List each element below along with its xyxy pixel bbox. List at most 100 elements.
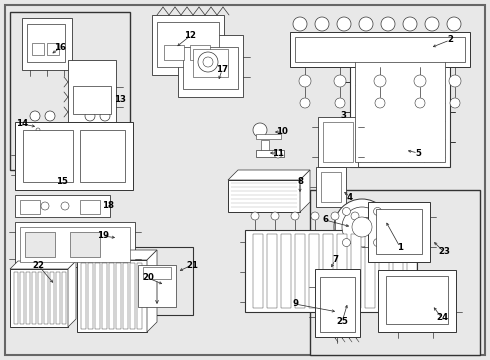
Bar (68, 60, 116, 122)
Bar (44, 272, 48, 324)
Text: 7: 7 (332, 256, 338, 265)
Bar (95, 263, 100, 329)
Circle shape (343, 207, 350, 215)
Bar (365, 234, 375, 308)
Circle shape (299, 75, 311, 87)
Polygon shape (300, 170, 310, 212)
Polygon shape (77, 250, 157, 260)
Bar (290, 32, 470, 67)
Bar (56, 272, 60, 324)
Polygon shape (10, 261, 76, 269)
Circle shape (315, 17, 329, 31)
Bar (18, 125, 33, 135)
Circle shape (251, 212, 259, 220)
Bar (22, 18, 72, 70)
Circle shape (352, 217, 372, 237)
Circle shape (381, 17, 395, 31)
Circle shape (33, 125, 43, 135)
Circle shape (373, 207, 382, 215)
Circle shape (203, 57, 213, 67)
Text: 21: 21 (186, 261, 198, 270)
Bar (47, 43, 59, 55)
Text: 9: 9 (292, 300, 298, 309)
Bar (318, 117, 358, 167)
Bar (77, 260, 147, 332)
Text: 13: 13 (114, 95, 126, 104)
Circle shape (253, 123, 267, 137)
Circle shape (337, 17, 351, 31)
Circle shape (450, 98, 460, 108)
Circle shape (391, 212, 399, 220)
Bar (295, 234, 305, 308)
Bar (80, 200, 100, 214)
Circle shape (300, 98, 310, 108)
Text: 5: 5 (415, 148, 421, 158)
Bar (25, 232, 55, 257)
Bar (157, 22, 219, 67)
Circle shape (425, 17, 439, 31)
Text: 16: 16 (54, 44, 66, 53)
Bar (15, 222, 135, 267)
Polygon shape (147, 250, 157, 332)
Bar (323, 122, 353, 162)
Text: 24: 24 (436, 314, 448, 323)
Text: 3: 3 (340, 111, 346, 120)
Bar (20, 200, 40, 214)
Bar (62, 272, 66, 324)
Circle shape (61, 202, 69, 210)
Bar (193, 49, 228, 77)
Bar (73, 86, 111, 114)
Circle shape (351, 212, 359, 220)
Bar (23, 130, 73, 182)
Bar (253, 234, 263, 308)
Text: 20: 20 (142, 274, 154, 283)
Polygon shape (68, 261, 76, 327)
Circle shape (311, 212, 319, 220)
Bar (38, 272, 42, 324)
Circle shape (293, 17, 307, 31)
Bar (316, 167, 346, 207)
Text: 1: 1 (397, 243, 403, 252)
Bar (355, 60, 445, 162)
Circle shape (375, 98, 385, 108)
Bar (337, 234, 347, 308)
Text: 2: 2 (447, 36, 453, 45)
Bar (350, 55, 450, 167)
Bar (256, 134, 281, 139)
Circle shape (371, 212, 379, 220)
Circle shape (359, 17, 373, 31)
Circle shape (335, 98, 345, 108)
Circle shape (36, 128, 40, 132)
Text: 12: 12 (184, 31, 196, 40)
Bar (323, 234, 333, 308)
Bar (138, 265, 176, 307)
Circle shape (334, 75, 346, 87)
Bar (164, 45, 184, 60)
Text: 18: 18 (102, 201, 114, 210)
Bar (245, 230, 417, 312)
Bar (379, 234, 389, 308)
Bar (27, 24, 65, 62)
Circle shape (373, 239, 382, 247)
Bar (15, 122, 133, 190)
Text: 6: 6 (322, 216, 328, 225)
Text: 10: 10 (276, 127, 288, 136)
Text: 23: 23 (438, 248, 450, 256)
Bar (330, 312, 360, 330)
Bar (128, 247, 193, 315)
Circle shape (403, 17, 417, 31)
Bar (70, 232, 100, 257)
Bar (14, 272, 18, 324)
Text: 11: 11 (272, 148, 284, 158)
Circle shape (331, 212, 339, 220)
Circle shape (343, 239, 350, 247)
Circle shape (449, 75, 461, 87)
Bar (378, 270, 456, 332)
Bar (393, 234, 403, 308)
Bar (50, 272, 54, 324)
Circle shape (274, 150, 282, 158)
Bar (320, 277, 355, 332)
Bar (310, 190, 480, 355)
Bar (10, 12, 130, 170)
Bar (315, 269, 360, 337)
